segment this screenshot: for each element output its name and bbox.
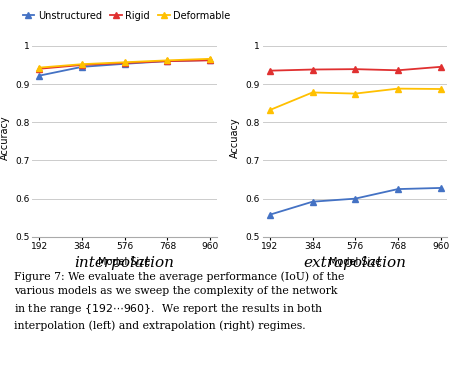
- Text: Figure 7: We evaluate the average performance (IoU) of the
various models as we : Figure 7: We evaluate the average perfor…: [14, 271, 344, 331]
- Text: interpolation: interpolation: [75, 256, 174, 270]
- X-axis label: Model Size: Model Size: [329, 257, 381, 267]
- Text: extrapolation: extrapolation: [303, 256, 407, 270]
- Legend: Unstructured, Rigid, Deformable: Unstructured, Rigid, Deformable: [19, 7, 235, 24]
- Y-axis label: Accuacy: Accuacy: [230, 117, 240, 158]
- Y-axis label: Accuracy: Accuracy: [0, 115, 10, 160]
- X-axis label: Model Size: Model Size: [98, 257, 151, 267]
